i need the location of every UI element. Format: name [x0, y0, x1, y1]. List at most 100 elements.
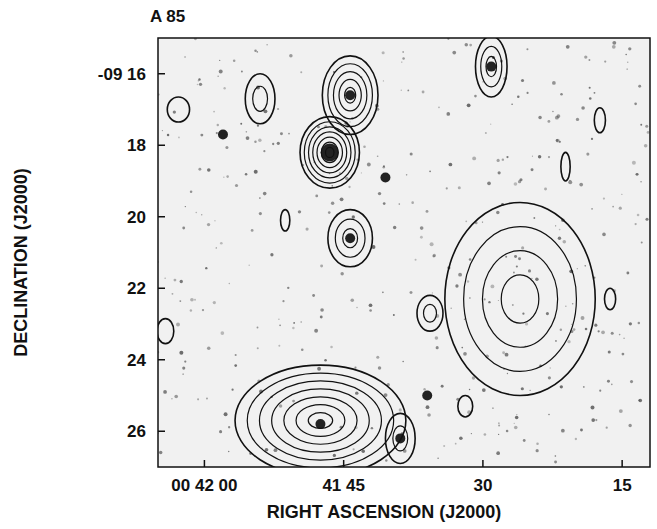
star-speck — [182, 367, 185, 370]
star-speck — [446, 112, 450, 116]
star-speck — [612, 45, 616, 49]
star-speck — [472, 157, 476, 161]
contour — [486, 56, 497, 76]
star-speck — [546, 312, 549, 315]
star-speck — [420, 236, 423, 239]
star-speck — [492, 407, 494, 409]
x-tick — [343, 460, 345, 467]
star-speck — [377, 155, 379, 157]
star-speck — [506, 156, 508, 158]
star-speck — [229, 283, 230, 284]
star-speck — [205, 267, 207, 269]
star-speck — [628, 424, 631, 427]
contour — [333, 72, 366, 119]
star-speck — [382, 51, 385, 54]
star-speck — [257, 125, 259, 127]
contour — [304, 122, 355, 183]
star-speck — [228, 451, 229, 452]
star-speck — [279, 325, 281, 327]
star-speck — [469, 44, 472, 47]
star-speck — [241, 71, 243, 73]
galaxy — [345, 90, 355, 100]
star-speck — [516, 265, 518, 267]
star-speck — [514, 423, 515, 424]
star-speck — [522, 313, 524, 315]
contour — [481, 46, 502, 87]
star-speck — [515, 416, 519, 420]
star-speck — [484, 298, 486, 300]
star-speck — [619, 334, 621, 336]
star-speck — [536, 442, 539, 445]
star-speck — [645, 218, 648, 221]
star-speck — [301, 348, 304, 351]
star-speck — [415, 259, 417, 261]
x-tick — [204, 460, 206, 467]
contour — [475, 38, 507, 97]
star-speck — [300, 321, 301, 322]
star-speck — [162, 130, 163, 131]
contour — [259, 381, 381, 460]
star-speck — [627, 62, 628, 63]
star-speck — [393, 314, 395, 316]
star-speck — [581, 316, 585, 320]
star-speck — [560, 329, 562, 331]
star-speck — [246, 131, 248, 133]
contour — [328, 210, 373, 267]
star-speck — [555, 340, 557, 342]
star-speck — [455, 284, 458, 287]
star-speck — [518, 257, 521, 260]
star-speck — [246, 136, 250, 140]
star-speck — [635, 223, 637, 225]
y-tick — [158, 288, 165, 290]
star-speck — [512, 304, 514, 306]
star-speck — [407, 90, 409, 92]
star-speck — [254, 170, 258, 174]
star-speck — [458, 186, 461, 189]
x-axis-title: RIGHT ASCENSION (J2000) — [267, 502, 501, 522]
star-speck — [471, 433, 472, 434]
contour — [296, 405, 345, 437]
frame — [158, 38, 650, 467]
star-speck — [521, 387, 524, 390]
star-speck — [214, 220, 215, 221]
star-speck — [517, 95, 520, 98]
star-speck — [254, 141, 256, 143]
star-speck — [393, 226, 396, 229]
star-speck — [548, 376, 551, 379]
star-speck — [632, 161, 636, 165]
star-speck — [350, 298, 354, 302]
star-speck — [621, 194, 622, 195]
star-speck — [270, 253, 273, 256]
star-speck — [589, 87, 591, 89]
star-speck — [619, 207, 622, 210]
star-speck — [402, 361, 404, 363]
star-speck — [197, 398, 199, 400]
star-speck — [465, 43, 468, 46]
contour — [393, 426, 408, 451]
star-speck — [436, 346, 439, 349]
star-speck — [324, 359, 327, 362]
star-speck — [340, 272, 343, 275]
star-speck — [361, 172, 362, 173]
star-speck — [432, 292, 433, 293]
star-speck — [180, 280, 183, 283]
star-speck — [487, 181, 491, 185]
star-speck — [584, 55, 587, 58]
star-speck — [498, 300, 499, 301]
star-speck — [220, 242, 223, 245]
star-speck — [591, 208, 593, 210]
star-speck — [331, 202, 334, 205]
star-speck — [410, 153, 413, 156]
star-speck — [300, 71, 302, 73]
x-tick-label: 41 45 — [322, 476, 365, 495]
star-speck — [599, 390, 601, 392]
y-tick — [158, 73, 165, 75]
optical-field — [158, 38, 650, 467]
star-speck — [579, 183, 583, 187]
star-speck — [356, 307, 357, 308]
star-speck — [612, 206, 614, 208]
star-speck — [594, 324, 597, 327]
star-speck — [583, 386, 585, 388]
title: A 85 — [150, 7, 185, 26]
star-speck — [167, 134, 169, 136]
